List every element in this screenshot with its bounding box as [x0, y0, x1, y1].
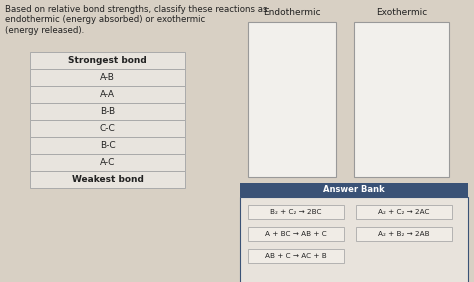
FancyBboxPatch shape	[248, 249, 344, 263]
Text: Weakest bond: Weakest bond	[72, 175, 144, 184]
FancyBboxPatch shape	[240, 183, 468, 197]
Text: A₂ + C₂ → 2AC: A₂ + C₂ → 2AC	[378, 209, 430, 215]
FancyBboxPatch shape	[356, 227, 452, 241]
Text: A₂ + B₂ → 2AB: A₂ + B₂ → 2AB	[378, 231, 430, 237]
Text: B-C: B-C	[100, 141, 115, 150]
FancyBboxPatch shape	[30, 69, 185, 86]
Text: A-B: A-B	[100, 73, 115, 82]
Text: A + BC → AB + C: A + BC → AB + C	[265, 231, 327, 237]
FancyBboxPatch shape	[30, 120, 185, 137]
Text: Strongest bond: Strongest bond	[68, 56, 147, 65]
FancyBboxPatch shape	[30, 137, 185, 154]
Text: C-C: C-C	[100, 124, 115, 133]
FancyBboxPatch shape	[248, 205, 344, 219]
Text: Based on relative bond strengths, classify these reactions as
endothermic (energ: Based on relative bond strengths, classi…	[5, 5, 267, 35]
FancyBboxPatch shape	[30, 86, 185, 103]
FancyBboxPatch shape	[30, 103, 185, 120]
Text: Exothermic: Exothermic	[376, 8, 427, 17]
FancyBboxPatch shape	[356, 205, 452, 219]
Text: B-B: B-B	[100, 107, 115, 116]
Text: A-A: A-A	[100, 90, 115, 99]
FancyBboxPatch shape	[30, 171, 185, 188]
Text: AB + C → AC + B: AB + C → AC + B	[265, 253, 327, 259]
FancyBboxPatch shape	[248, 227, 344, 241]
Text: Answer Bank: Answer Bank	[323, 186, 385, 195]
FancyBboxPatch shape	[354, 22, 449, 177]
FancyBboxPatch shape	[30, 52, 185, 69]
FancyBboxPatch shape	[248, 22, 336, 177]
Text: B₂ + C₂ → 2BC: B₂ + C₂ → 2BC	[270, 209, 322, 215]
Text: Endothermic: Endothermic	[263, 8, 321, 17]
Text: A-C: A-C	[100, 158, 115, 167]
FancyBboxPatch shape	[30, 154, 185, 171]
FancyBboxPatch shape	[240, 197, 468, 282]
